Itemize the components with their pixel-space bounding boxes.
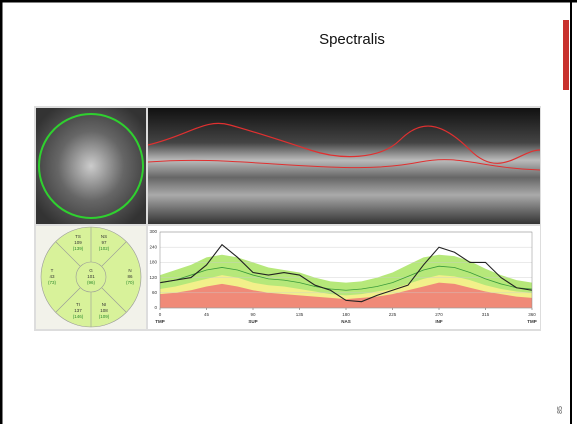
sector-value: 101 bbox=[87, 274, 95, 279]
slide-title: Spectralis bbox=[319, 31, 385, 48]
sector-normal: (146) bbox=[73, 314, 84, 319]
sector-value: 97 bbox=[101, 240, 107, 245]
sector-name: NS bbox=[101, 234, 107, 239]
region-label: INF bbox=[435, 319, 443, 324]
sector-value: 86 bbox=[127, 274, 133, 279]
fundus-image bbox=[36, 108, 146, 224]
x-tick-label: 360 bbox=[528, 312, 536, 317]
x-tick-label: 315 bbox=[482, 312, 490, 317]
accent-bar bbox=[563, 20, 569, 90]
y-tick-label: 240 bbox=[149, 244, 157, 249]
x-tick-label: 135 bbox=[296, 312, 304, 317]
x-tick-label: 180 bbox=[342, 312, 350, 317]
y-tick-label: 60 bbox=[152, 290, 158, 295]
y-tick-label: 300 bbox=[149, 229, 157, 234]
sector-name: G bbox=[89, 268, 93, 273]
sector-normal: (70) bbox=[126, 280, 135, 285]
sector-name: TI bbox=[76, 302, 80, 307]
x-tick-label: 270 bbox=[435, 312, 443, 317]
x-tick-label: 225 bbox=[389, 312, 397, 317]
page-number: 85 bbox=[557, 406, 564, 414]
sector-name: N bbox=[128, 268, 131, 273]
sector-normal: (139) bbox=[73, 246, 84, 251]
sector-name: NI bbox=[102, 302, 107, 307]
sector-normal: (109) bbox=[99, 314, 110, 319]
y-tick-label: 180 bbox=[149, 260, 157, 265]
region-label: TMP bbox=[527, 319, 537, 324]
sector-normal: (73) bbox=[48, 280, 57, 285]
sector-value: 108 bbox=[100, 308, 108, 313]
x-tick-label: 90 bbox=[250, 312, 256, 317]
sector-normal: (96) bbox=[87, 280, 96, 285]
sector-value: 43 bbox=[49, 274, 55, 279]
sector-name: TS bbox=[75, 234, 81, 239]
region-label: NAS bbox=[341, 319, 351, 324]
sector-value: 137 bbox=[74, 308, 82, 313]
slide: Spectralis 85 TS109(139) NS97(102) T43(73)… bbox=[0, 0, 577, 424]
region-label: SUP bbox=[248, 319, 257, 324]
y-tick-label: 120 bbox=[149, 275, 157, 280]
sector-value: 109 bbox=[74, 240, 82, 245]
x-tick-label: 45 bbox=[204, 312, 210, 317]
sector-name: T bbox=[51, 268, 54, 273]
region-label: TMP bbox=[155, 319, 165, 324]
sector-normal: (102) bbox=[99, 246, 110, 251]
